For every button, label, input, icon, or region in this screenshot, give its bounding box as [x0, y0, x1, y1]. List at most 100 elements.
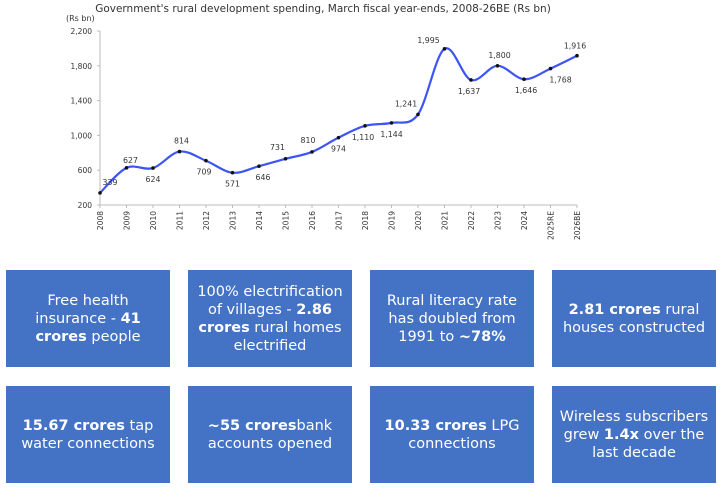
- stat-highlight: 41 crores: [35, 310, 141, 345]
- y-tick-label: 1,800: [71, 62, 93, 71]
- stat-box: ~55 croresbank accounts opened: [188, 386, 352, 483]
- stat-text: 15.67 crores tap water connections: [12, 417, 164, 453]
- data-point: [310, 150, 314, 154]
- x-tick-label: 2008: [96, 211, 105, 230]
- stat-text: ~55 croresbank accounts opened: [194, 417, 346, 453]
- x-tick-label: 2015: [282, 211, 291, 230]
- x-tick-label: 2019: [388, 211, 397, 230]
- data-point: [151, 166, 155, 170]
- x-tick-label: 2025RE: [547, 211, 556, 240]
- x-tick-label: 2022: [467, 211, 476, 230]
- stat-text-part: rural homes electrified: [233, 319, 342, 354]
- stat-highlight: 2.81 crores: [568, 301, 661, 318]
- line-chart: Government's rural development spending,…: [66, 3, 586, 240]
- data-label: 810: [301, 136, 316, 145]
- stat-box: 10.33 crores LPG connections: [370, 386, 534, 483]
- data-label: 814: [174, 137, 189, 146]
- x-tick-label: 2017: [335, 211, 344, 230]
- x-tick-label: 2014: [255, 211, 264, 230]
- stat-highlight: 1.4x: [603, 426, 639, 443]
- data-point: [522, 77, 526, 81]
- x-tick-label: 2023: [494, 211, 503, 230]
- x-tick-label: 2012: [202, 211, 211, 230]
- x-tick-label: 2013: [229, 211, 238, 230]
- stat-text-part: rural houses constructed: [562, 301, 706, 336]
- stat-text: 100% electrification of villages - 2.86 …: [194, 283, 346, 355]
- stat-text-part: Wireless subscribers grew: [559, 408, 709, 443]
- chart-title: Government's rural development spending,…: [95, 3, 551, 15]
- data-point: [575, 53, 579, 58]
- data-point: [204, 158, 208, 163]
- x-tick-label: 2024: [520, 211, 529, 230]
- data-point: [442, 47, 447, 51]
- x-tick-label: 2009: [123, 211, 132, 230]
- stat-box: Wireless subscribers grew 1.4x over the …: [552, 386, 716, 483]
- data-label: 731: [270, 143, 285, 152]
- data-label: 1,768: [549, 76, 571, 85]
- data-label: 1,646: [515, 86, 537, 95]
- stat-box: Free health insurance - 41 crores people: [6, 270, 170, 367]
- data-point: [257, 164, 261, 168]
- stat-text: Rural literacy rate has doubled from 199…: [376, 292, 528, 346]
- y-tick-label: 1,400: [71, 97, 93, 106]
- y-tick-label: 2,200: [71, 27, 93, 36]
- data-label: 1,995: [417, 36, 439, 45]
- data-label: 627: [123, 156, 138, 165]
- y-tick-label: 600: [78, 166, 93, 175]
- stat-text-part: tap water connections: [21, 417, 155, 452]
- stat-text: 10.33 crores LPG connections: [376, 417, 528, 453]
- data-label: 571: [225, 180, 240, 189]
- data-point: [548, 66, 553, 71]
- data-point: [495, 64, 500, 68]
- stat-highlight: 10.33 crores: [384, 417, 487, 434]
- data-point: [230, 170, 235, 175]
- stat-highlight: ~78%: [458, 328, 506, 345]
- x-tick-label: 2026BE: [573, 211, 582, 240]
- data-label: 1,144: [380, 130, 402, 139]
- stat-box: 100% electrification of villages - 2.86 …: [188, 270, 352, 367]
- data-label: 646: [256, 173, 271, 182]
- stat-text-part: over the last decade: [592, 426, 705, 461]
- series-line: [99, 47, 578, 194]
- stat-text: 2.81 crores rural houses constructed: [558, 301, 710, 337]
- data-point: [416, 112, 420, 117]
- stat-highlight: 15.67 crores: [22, 417, 125, 434]
- data-point: [363, 124, 367, 128]
- x-tick-label: 2020: [414, 211, 423, 230]
- data-label: 1,916: [564, 42, 586, 51]
- data-label: 974: [331, 145, 346, 154]
- data-point: [389, 121, 394, 125]
- y-axis-label: (Rs bn): [66, 14, 95, 23]
- x-tick-label: 2016: [308, 211, 317, 230]
- data-label: 1,800: [488, 51, 510, 60]
- x-tick-label: 2021: [441, 211, 450, 230]
- stat-text-part: people: [86, 328, 141, 345]
- stat-highlight: 2.86 crores: [198, 301, 333, 336]
- data-label: 1,241: [395, 99, 417, 108]
- data-label: 1,637: [458, 87, 480, 96]
- data-point: [177, 149, 182, 154]
- stat-box: 15.67 crores tap water connections: [6, 386, 170, 483]
- stat-text-part: Free health insurance -: [35, 292, 129, 327]
- x-tick-label: 2018: [361, 211, 370, 230]
- data-label: 624: [146, 175, 161, 184]
- stat-box: Rural literacy rate has doubled from 199…: [370, 270, 534, 367]
- data-point: [336, 135, 341, 140]
- data-point: [283, 157, 288, 161]
- stat-text-part: bank accounts opened: [207, 417, 333, 452]
- data-point: [469, 78, 473, 82]
- data-label: 1,110: [352, 133, 374, 142]
- stat-highlight: ~55 crores: [207, 417, 297, 434]
- data-point: [98, 191, 102, 195]
- stat-text: Wireless subscribers grew 1.4x over the …: [558, 408, 710, 462]
- x-tick-label: 2011: [176, 211, 185, 230]
- stat-text-part: LPG connections: [408, 417, 520, 452]
- stat-text-part: 100% electrification of villages -: [197, 283, 343, 318]
- y-tick-label: 200: [78, 201, 93, 210]
- x-tick-label: 2010: [149, 211, 158, 230]
- data-point: [124, 166, 129, 170]
- data-label: 339: [103, 178, 118, 187]
- stat-text-part: Rural literacy rate has doubled from 199…: [386, 292, 518, 345]
- stat-text: Free health insurance - 41 crores people: [12, 292, 164, 346]
- y-tick-label: 1,000: [71, 131, 93, 140]
